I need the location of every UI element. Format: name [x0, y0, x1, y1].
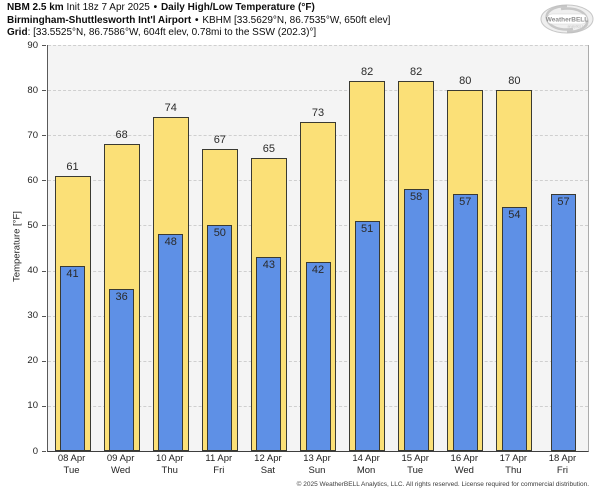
high-value-label: 68	[115, 129, 128, 142]
x-tick-label: 18 Apr Fri	[548, 453, 577, 476]
low-bar	[501, 207, 527, 451]
low-value-label: 54	[508, 209, 521, 222]
y-tick-label: 10	[27, 400, 38, 412]
y-tick-label: 20	[27, 355, 38, 367]
high-value-label: 61	[66, 160, 79, 173]
high-value-label: 67	[213, 133, 226, 146]
x-tick-label: 08 Apr Tue	[57, 453, 86, 476]
x-tick-label: 10 Apr Thu	[155, 453, 184, 476]
high-value-label: 82	[410, 66, 423, 79]
station-name: Birmingham-Shuttlesworth Int'l Airport	[7, 14, 192, 26]
x-axis: 08 Apr Tue 09 Apr Wed 10 Apr Thu 11 Apr Fri 12 A…	[47, 453, 587, 481]
y-tick-mark	[42, 405, 46, 407]
y-tick-mark	[42, 180, 46, 182]
low-value-label: 57	[459, 195, 472, 208]
y-tick-mark	[42, 270, 46, 272]
low-bar	[305, 261, 331, 451]
x-tick-label: 11 Apr Fri	[205, 453, 233, 476]
x-tick-label: 15 Apr Tue	[401, 453, 429, 476]
x-tick-label: 09 Apr Wed	[106, 453, 135, 476]
low-bar	[158, 234, 184, 451]
separator-dot: •	[153, 2, 158, 13]
high-value-label: 80	[508, 75, 521, 88]
high-value-label: 80	[459, 75, 472, 88]
y-tick-label: 60	[27, 174, 38, 186]
y-tick-mark	[42, 360, 46, 362]
low-bar	[550, 193, 576, 451]
low-value-label: 36	[115, 290, 128, 303]
weatherbell-logo: WeatherBELL analytics LLC	[538, 2, 596, 36]
x-tick-label: 16 Apr Wed	[450, 453, 478, 476]
low-value-label: 48	[164, 236, 177, 249]
separator-dot: •	[195, 14, 199, 26]
high-value-label: 74	[164, 102, 177, 115]
gridline	[48, 45, 588, 46]
y-tick-label: 80	[27, 84, 38, 96]
x-tick-label: 14 Apr Mon	[352, 453, 380, 476]
x-tick-label: 12 Apr Sat	[254, 453, 282, 476]
y-tick-mark	[42, 451, 46, 452]
high-value-label: 73	[311, 106, 325, 119]
header-line-1: NBM 2.5 km Init 18z 7 Apr 2025 • Daily H…	[7, 2, 390, 15]
x-tick-label: 17 Apr Thu	[499, 453, 528, 476]
high-value-label: 65	[262, 142, 276, 155]
y-axis: 0 10 20 30 40 50 60 70 80 90	[0, 40, 47, 457]
gridline	[48, 90, 588, 92]
low-bar	[256, 257, 282, 451]
y-tick-label: 30	[27, 310, 38, 322]
hurricane-swirl-icon: WeatherBELL analytics LLC	[540, 4, 594, 34]
low-value-label: 43	[262, 259, 276, 272]
logo-text: WeatherBELL	[546, 17, 589, 24]
chart-title: Daily High/Low Temperature (°F)	[160, 2, 315, 13]
grid-label: Grid	[7, 27, 28, 38]
grid-details: : [33.5525°N, 86.7586°W, 604ft elev, 0.7…	[27, 27, 317, 38]
y-tick-label: 90	[27, 39, 38, 51]
y-tick-mark	[42, 225, 46, 227]
low-bar	[403, 189, 429, 451]
y-tick-mark	[42, 90, 46, 92]
header-line-2: Birmingham-Shuttlesworth Int'l Airport •…	[7, 15, 390, 28]
copyright-text: © 2025 WeatherBELL Analytics, LLC. All r…	[296, 481, 589, 488]
y-tick-mark	[42, 45, 46, 46]
low-bar	[452, 193, 478, 451]
low-value-label: 51	[360, 222, 374, 235]
y-tick-label: 70	[27, 129, 38, 141]
low-value-label: 58	[410, 191, 423, 204]
y-tick-mark	[42, 135, 46, 137]
high-value-label: 82	[360, 66, 374, 79]
low-bar	[60, 266, 86, 451]
x-tick-label: 13 Apr Sun	[303, 453, 331, 476]
low-value-label: 50	[213, 227, 226, 240]
y-tick-label: 50	[27, 219, 38, 231]
low-bar	[354, 220, 380, 451]
logo-subtext: analytics LLC	[567, 25, 588, 29]
low-bar	[207, 225, 233, 451]
y-tick-label: 0	[32, 445, 38, 457]
plot-area: 61 41 68 36 74 48 67 50 65 43 73 42 82 51 82 58 80 57 80 54…	[47, 45, 589, 452]
y-tick-mark	[42, 315, 46, 317]
low-value-label: 41	[66, 268, 79, 281]
model-name: NBM 2.5 km	[7, 2, 64, 13]
low-value-label: 57	[557, 195, 570, 208]
chart-header: NBM 2.5 km Init 18z 7 Apr 2025 • Daily H…	[7, 2, 390, 40]
y-tick-label: 40	[27, 265, 38, 277]
low-bar	[109, 288, 135, 451]
station-details: KBHM [33.5629°N, 86.7535°W, 650ft elev]	[202, 14, 391, 26]
header-line-3: Grid: [33.5525°N, 86.7586°W, 604ft elev,…	[7, 27, 390, 40]
init-time: Init 18z 7 Apr 2025	[66, 2, 150, 13]
low-value-label: 42	[311, 263, 325, 276]
